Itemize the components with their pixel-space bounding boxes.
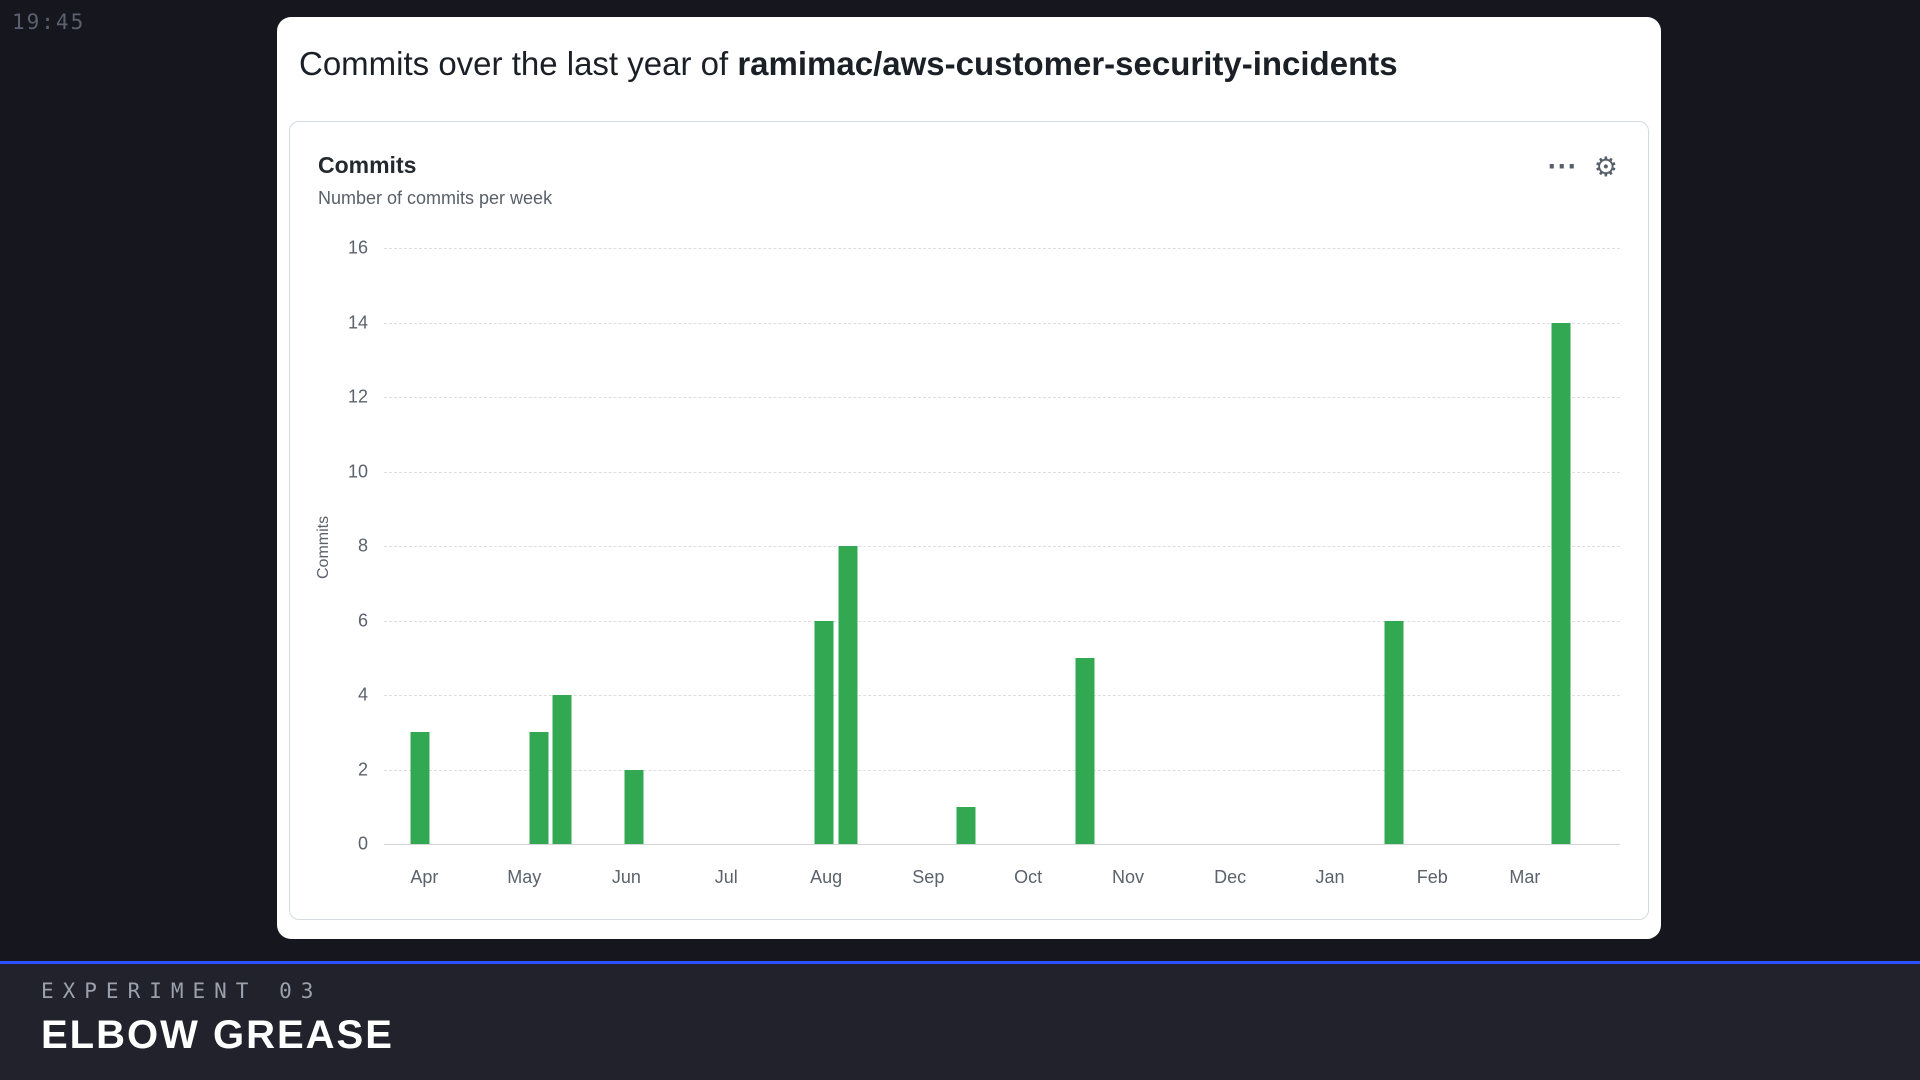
- panel-subtitle: Number of commits per week: [318, 188, 553, 208]
- gridline-2: 2: [358, 759, 1620, 779]
- x-tick-apr: Apr: [410, 867, 439, 887]
- experiment-label: EXPERIMENT 03: [41, 979, 323, 1003]
- x-tick-jun: Jun: [611, 867, 641, 887]
- y-tick-label-6: 6: [357, 609, 368, 630]
- y-axis-title: Commits: [315, 515, 332, 579]
- ellipsis-icon[interactable]: ⋯: [1546, 150, 1578, 183]
- commit-bar-week-10: [624, 769, 644, 844]
- x-tick-feb: Feb: [1416, 867, 1448, 887]
- commit-bar-week-1: [410, 732, 430, 844]
- y-tick-label-12: 12: [347, 386, 368, 407]
- chart-card: Commits over the last year of ramimac/aw…: [277, 17, 1661, 939]
- y-tick-label-0: 0: [357, 833, 368, 854]
- page-title-prefix: Commits over the last year of: [299, 45, 738, 82]
- gridline-14: 14: [348, 312, 1620, 332]
- x-tick-oct: Oct: [1014, 867, 1043, 887]
- y-tick-label-8: 8: [357, 535, 368, 556]
- x-tick-aug: Aug: [810, 867, 843, 887]
- clock: 19:45: [12, 10, 86, 34]
- gridline-8: 8: [358, 535, 1620, 555]
- x-tick-may: May: [507, 867, 542, 887]
- commits-panel: Commits Number of commits per week ⋯ ⚙ C…: [289, 121, 1649, 920]
- x-axis: Apr May Jun Jul Aug Sep Oct Nov Dec Jan Feb Mar: [384, 867, 1620, 897]
- gridline-4: 4: [358, 684, 1620, 704]
- gridline-6: 6: [358, 610, 1620, 630]
- gear-icon[interactable]: ⚙: [1593, 151, 1618, 182]
- commit-bar-week-19: [838, 546, 857, 844]
- commit-bar-week-42: [1384, 620, 1404, 844]
- y-tick-label-16: 16: [347, 237, 368, 258]
- x-tick-nov: Nov: [1111, 867, 1144, 887]
- panel-header: Commits Number of commits per week: [318, 152, 552, 209]
- panel-title: Commits: [318, 152, 417, 178]
- panel-actions: ⋯ ⚙: [1547, 152, 1618, 182]
- y-tick-label-4: 4: [357, 684, 368, 705]
- plot-area: 0 2 4 6 8 10 12 14 16: [348, 237, 1620, 853]
- commit-bar-week-49: [1551, 322, 1571, 844]
- x-tick-jan: Jan: [1315, 867, 1345, 887]
- y-tick-label-14: 14: [347, 311, 368, 332]
- repo-name: ramimac/aws-customer-security-incidents: [737, 45, 1398, 82]
- x-tick-dec: Dec: [1214, 867, 1247, 887]
- footer: EXPERIMENT 03 ELBOW GREASE: [0, 961, 1920, 1080]
- commit-bar-week-18: [814, 620, 834, 844]
- x-tick-mar: Mar: [1509, 867, 1541, 887]
- y-tick-label-10: 10: [347, 460, 368, 481]
- x-tick-jul: Jul: [714, 867, 738, 887]
- commit-bar-week-7: [552, 695, 572, 844]
- commit-bar-week-24: [956, 806, 976, 844]
- page-title: Commits over the last year of ramimac/aw…: [289, 43, 1649, 85]
- commit-bar-week-29: [1075, 657, 1095, 844]
- gridline-10: 10: [348, 461, 1620, 481]
- footer-title: ELBOW GREASE: [41, 1013, 394, 1057]
- commit-bar-week-6: [529, 732, 548, 844]
- x-tick-sep: Sep: [912, 867, 945, 887]
- gridline-12: 12: [348, 386, 1620, 406]
- gridline-16: 16: [348, 237, 1620, 257]
- y-tick-label-2: 2: [357, 758, 368, 779]
- gridline-0: 0: [358, 833, 1620, 853]
